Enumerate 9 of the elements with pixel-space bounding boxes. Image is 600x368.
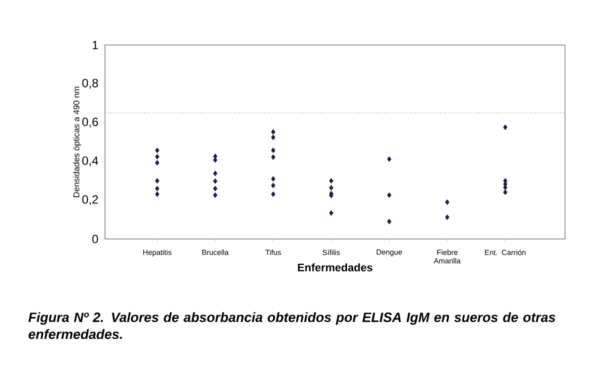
y-tick-label: 0	[92, 234, 98, 244]
y-tick-label: 0,2	[82, 195, 98, 206]
y-tick-label: 0,6	[82, 118, 98, 128]
x-axis-title: Enfermedades	[298, 263, 372, 272]
y-tick-label: 0,4	[82, 156, 98, 166]
y-tick-label: 1	[92, 40, 98, 50]
y-axis-title: Densidades ópticas a 490 nm	[73, 86, 82, 198]
y-tick-label: 0,8	[82, 78, 98, 89]
text: Figura Nº 2. Valores de absorbancia obtenidos por ELISA IgM en sueros de otras enfermedades.	[28, 312, 556, 340]
